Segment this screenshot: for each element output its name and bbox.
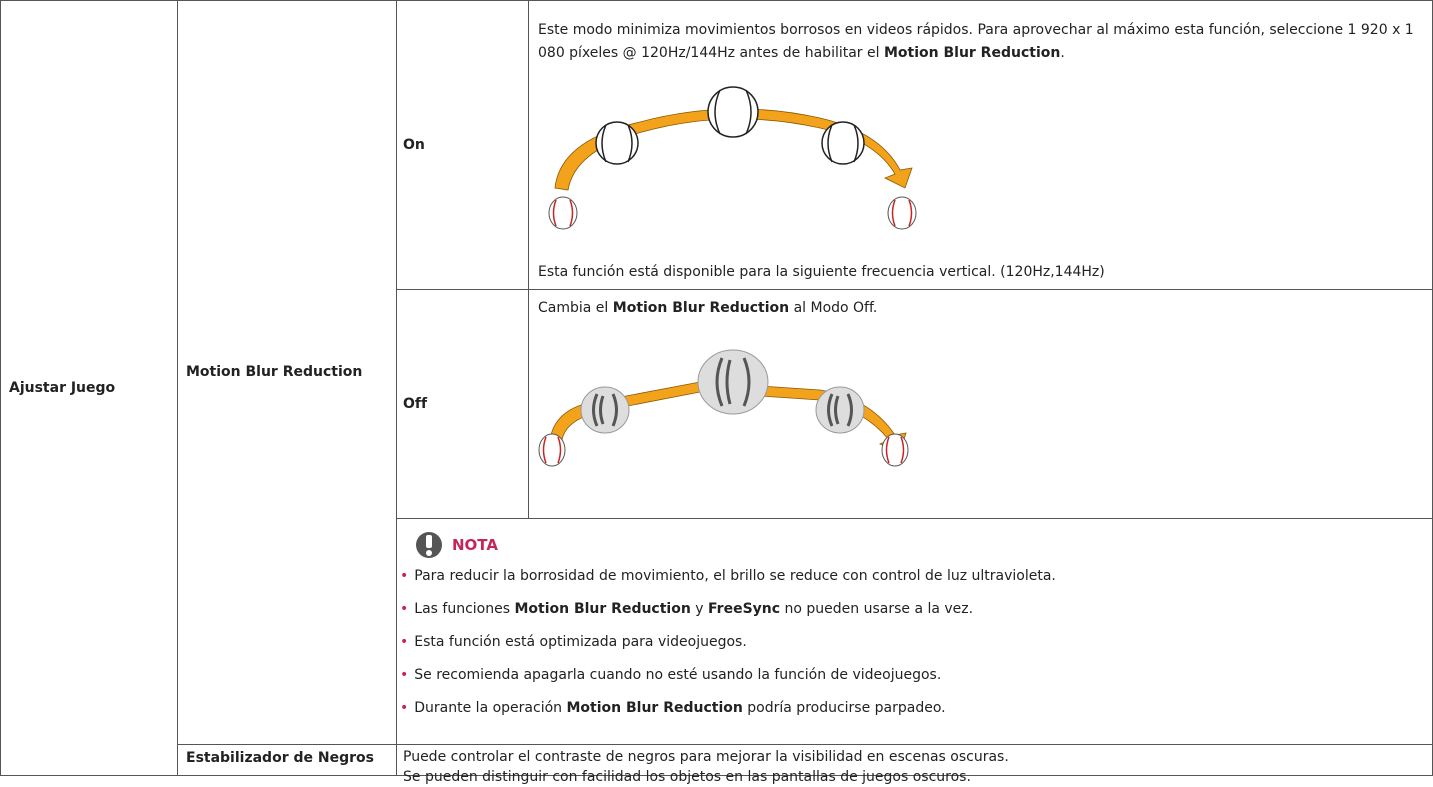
text: podría producirse parpadeo.	[742, 700, 946, 716]
nota-item: Durante la operación Motion Blur Reducti…	[400, 700, 946, 716]
text: Cambia el	[538, 300, 613, 316]
mode-description: Este modo minimiza movimientos borrosos …	[538, 19, 1418, 65]
nota-item: Para reducir la borrosidad de movimiento…	[400, 568, 1056, 584]
text: Para reducir la borrosidad de movimiento…	[414, 568, 1056, 584]
nota-item: Las funciones Motion Blur Reduction y Fr…	[400, 601, 973, 617]
mode-description: Cambia el Motion Blur Reduction al Modo …	[538, 297, 1418, 320]
text: .	[1060, 45, 1065, 61]
nota-item: Se recomienda apagarla cuando no esté us…	[400, 667, 941, 683]
bold-text: Motion Blur Reduction	[612, 300, 790, 316]
stabilizer-line: Puede controlar el contraste de negros p…	[403, 749, 1009, 765]
text: y	[690, 601, 708, 617]
nota-item: Esta función está optimizada para videoj…	[400, 634, 747, 650]
bold-text: FreeSync	[708, 601, 781, 617]
text: Este modo minimiza movimientos borrosos …	[538, 22, 1414, 61]
text: Durante la operación	[414, 700, 567, 716]
bold-text: Motion Blur Reduction	[566, 700, 743, 716]
nota-icon	[416, 532, 442, 558]
mode-label: Off	[403, 395, 428, 412]
feature-label: Motion Blur Reduction	[186, 364, 363, 380]
nota-title: NOTA	[452, 536, 498, 554]
mode-label: On	[403, 136, 425, 153]
stabilizer-line: Se pueden distinguir con facilidad los o…	[403, 769, 971, 785]
illustration-on	[548, 86, 917, 230]
text: Esta función está optimizada para videoj…	[414, 634, 747, 650]
stabilizer-label: Estabilizador de Negros	[186, 750, 374, 766]
text: Se recomienda apagarla cuando no esté us…	[414, 667, 942, 683]
bold-text: Motion Blur Reduction	[883, 45, 1061, 61]
mode-footnote: Esta función está disponible para la sig…	[538, 264, 1105, 280]
section-label: Ajustar Juego	[9, 380, 116, 396]
illustration-off	[538, 349, 909, 467]
text: Las funciones	[414, 601, 515, 617]
text: al Modo Off.	[789, 300, 878, 316]
text: no pueden usarse a la vez.	[780, 601, 974, 617]
bold-text: Motion Blur Reduction	[514, 601, 691, 617]
